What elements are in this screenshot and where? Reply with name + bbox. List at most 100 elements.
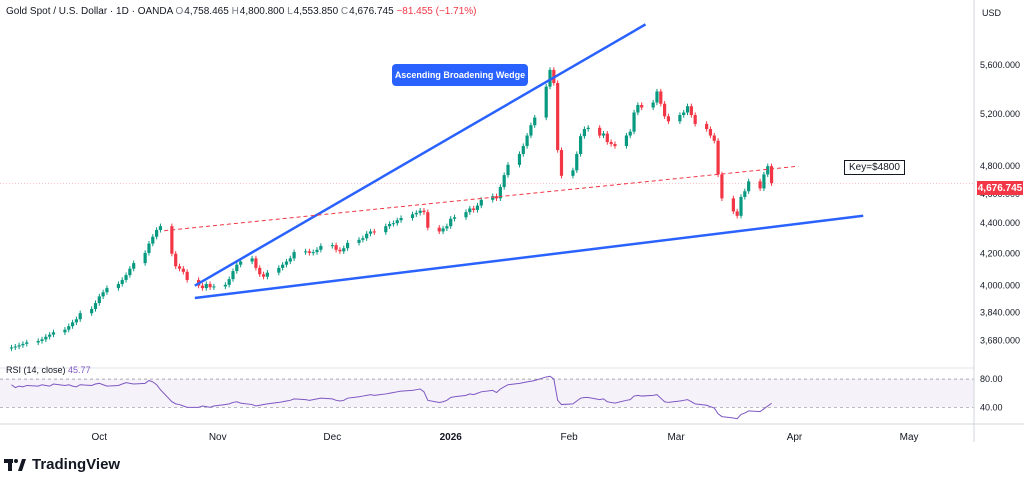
candle-body <box>578 136 583 155</box>
candle-body <box>601 133 606 136</box>
candle-body <box>689 106 693 116</box>
candle-body <box>303 251 308 253</box>
rsi-legend: RSI (14, close) 45.77 <box>6 365 91 375</box>
candle-body <box>739 196 743 216</box>
candle-body <box>307 251 311 253</box>
x-tick-label: Dec <box>323 432 341 443</box>
y-tick-label: 5,600.000 <box>980 60 1020 70</box>
wedge-lower-line <box>194 214 864 300</box>
candle-body <box>708 129 713 136</box>
candle-body <box>208 284 212 288</box>
candle-body <box>666 116 671 122</box>
symbol-legend: Gold Spot / U.S. Dollar · 1D · OANDA O4,… <box>6 6 477 17</box>
candle-body <box>544 86 548 118</box>
close-label: C <box>340 6 349 17</box>
candle-body <box>74 319 78 323</box>
high-label: H <box>231 6 239 17</box>
tradingview-logo-icon <box>4 458 26 471</box>
candle-body <box>372 231 376 233</box>
candle-body <box>231 271 235 280</box>
y-tick-label: 3,680.000 <box>980 335 1020 345</box>
candle-body <box>720 174 724 199</box>
candle-body <box>464 212 468 218</box>
candle-body <box>758 181 762 189</box>
x-tick-label: Mar <box>667 432 685 443</box>
candle-body <box>185 271 189 280</box>
candle-body <box>426 212 430 228</box>
wedge-callout[interactable]: Ascending Broadening Wedge <box>392 64 528 86</box>
candle-body <box>685 106 690 113</box>
candle-body <box>628 131 632 136</box>
candle-body <box>506 164 510 176</box>
candle-body <box>705 123 709 130</box>
candle-body <box>452 217 457 219</box>
candle-body <box>70 322 75 327</box>
candle-body <box>9 347 14 349</box>
candle-body <box>223 284 227 287</box>
price-axis[interactable]: 5,600.0005,200.0004,800.0004,600.0004,40… <box>973 0 1020 442</box>
candle-body <box>158 226 163 230</box>
current-price-tag: 4,676.745 <box>977 181 1023 195</box>
candle-body <box>410 214 415 219</box>
y-tick-label: 3,840.000 <box>980 307 1020 317</box>
time-axis[interactable]: Oct Nov Dec 2026 Feb Mar Apr May <box>0 423 1024 443</box>
y-tick-label: 4,400.000 <box>980 218 1020 228</box>
candle-body <box>472 208 476 210</box>
currency-label[interactable]: USD <box>982 8 1002 18</box>
candle-body <box>105 288 109 293</box>
candle-body <box>212 286 216 288</box>
brand-name: TradingView <box>32 456 121 473</box>
candle-body <box>227 279 231 285</box>
candle-body <box>475 205 480 210</box>
brand[interactable]: TradingView <box>4 456 120 473</box>
candle-body <box>678 115 682 122</box>
candle-body <box>395 220 399 224</box>
candle-body <box>571 170 575 176</box>
candle-body <box>116 284 121 289</box>
candle-body <box>97 296 101 304</box>
candle-body <box>682 112 686 116</box>
x-tick-label: Apr <box>787 432 803 443</box>
low-label: L <box>287 6 293 17</box>
close-value: 4,676.745 <box>349 6 394 17</box>
candle-body <box>330 245 334 247</box>
candle-body <box>422 210 426 213</box>
rsi-band <box>0 379 974 408</box>
candle-body <box>445 226 449 229</box>
candle-body <box>338 249 342 252</box>
candle-body <box>559 150 564 176</box>
candle-body <box>319 245 323 250</box>
candle-body <box>636 104 640 113</box>
candle-body <box>284 261 289 265</box>
candle-body <box>63 329 67 333</box>
candle-body <box>502 175 506 187</box>
candle-body <box>609 142 613 145</box>
candle-body <box>747 181 751 192</box>
candle-body <box>261 274 266 277</box>
rsi-value: 45.77 <box>68 365 91 375</box>
candle-body <box>613 144 617 147</box>
candle-body <box>277 267 281 273</box>
candle-body <box>586 127 590 130</box>
candle-body <box>769 166 774 184</box>
candle-body <box>334 245 338 250</box>
symbol-title: Gold Spot / U.S. Dollar · 1D · OANDA <box>6 6 173 17</box>
candle-body <box>491 196 495 200</box>
candle-body <box>311 252 315 254</box>
candle-body <box>743 191 747 197</box>
rsi-label: RSI (14, close) <box>6 365 66 375</box>
y-tick-label: 5,200.000 <box>980 109 1020 119</box>
candle-body <box>44 336 48 340</box>
candle-body <box>365 233 369 239</box>
candle-body <box>155 229 159 237</box>
candle-body <box>40 339 44 341</box>
candle-body <box>441 228 445 232</box>
x-tick-label: Oct <box>92 432 108 443</box>
candle-body <box>766 166 770 175</box>
candle-body <box>235 264 239 272</box>
candle-body <box>174 253 178 267</box>
candle-body <box>414 212 418 215</box>
x-tick-label: May <box>900 432 919 443</box>
key-level-label[interactable]: Key=$4800 <box>844 160 905 175</box>
candle-body <box>17 345 21 347</box>
